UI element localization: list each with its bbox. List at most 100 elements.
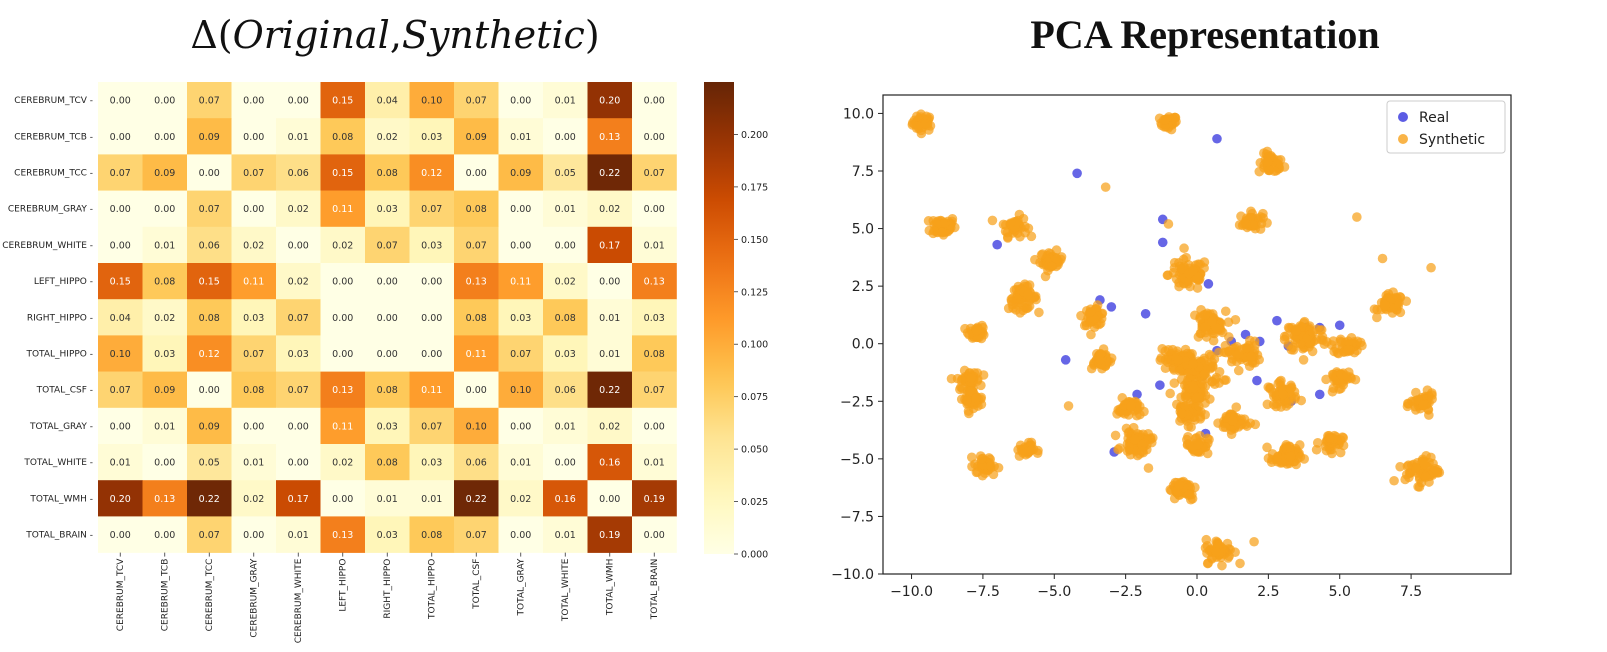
synthetic-point xyxy=(1273,155,1283,165)
heatmap-cell-value: 0.22 xyxy=(199,494,220,505)
colorbar-tick-label: 0.025 xyxy=(741,497,768,508)
heatmap-cell xyxy=(409,226,455,264)
heatmap-cell xyxy=(409,82,455,119)
synthetic-point xyxy=(1258,208,1268,219)
heatmap-cell xyxy=(365,516,410,553)
synthetic-point xyxy=(1160,115,1170,125)
heatmap-cell xyxy=(409,263,455,300)
heatmap-cell-value: 0.06 xyxy=(555,385,576,396)
real-point xyxy=(1072,168,1082,179)
synthetic-point xyxy=(1169,378,1180,388)
synthetic-point xyxy=(1254,166,1265,177)
synthetic-point xyxy=(1178,254,1189,265)
legend-marker xyxy=(1398,134,1408,144)
heatmap-cell-value: 0.00 xyxy=(510,204,531,215)
synthetic-point xyxy=(1173,355,1183,366)
heatmap-cell-value: 0.01 xyxy=(555,204,576,215)
heatmap-cell-value: 0.03 xyxy=(510,313,531,324)
heatmap-cell xyxy=(498,480,544,517)
heatmap-cell-value: 0.09 xyxy=(199,132,220,143)
heatmap-cell-value: 0.00 xyxy=(555,458,576,469)
heatmap-cell-value: 0.03 xyxy=(555,349,576,360)
synthetic-point xyxy=(985,461,996,471)
heatmap-cell xyxy=(632,407,677,445)
scatter-x-tick-label: 5.0 xyxy=(1329,584,1351,600)
heatmap-cell-value: 0.04 xyxy=(110,313,131,324)
heatmap-cell-value: 0.13 xyxy=(332,385,353,396)
synthetic-point xyxy=(1076,310,1086,321)
synthetic-point xyxy=(1233,365,1244,376)
heatmap-cell xyxy=(231,299,277,336)
heatmap-cell-value: 0.02 xyxy=(332,458,353,469)
synthetic-point xyxy=(1217,560,1227,571)
colorbar-tick-label: 0.100 xyxy=(741,340,768,351)
scatter-x-tick-label: 2.5 xyxy=(1257,584,1279,600)
heatmap-cell-value: 0.00 xyxy=(288,421,309,432)
colorbar-tick-label: 0.075 xyxy=(741,392,768,403)
heatmap-cell xyxy=(142,263,188,300)
synthetic-point xyxy=(1276,375,1286,386)
heatmap-cell xyxy=(142,118,188,155)
synthetic-point xyxy=(1350,374,1361,385)
heatmap-cell xyxy=(409,371,455,409)
synthetic-point xyxy=(1271,398,1282,409)
synthetic-point xyxy=(1268,387,1278,398)
heatmap-colorbar: 0.000 0.025 0.050 0.075 0.100 0.125 0.150 0.175… xyxy=(704,82,768,561)
real-point xyxy=(1212,133,1222,144)
heatmap-cell-value: 0.08 xyxy=(555,313,576,324)
heatmap-cell-value: 0.00 xyxy=(288,458,309,469)
real-point xyxy=(1334,320,1345,331)
heatmap-row-label: CEREBRUM_TCV - xyxy=(14,96,93,106)
synthetic-point xyxy=(911,111,922,122)
synthetic-point xyxy=(1183,490,1194,501)
scatter-y-tick-label: 10.0 xyxy=(843,106,874,122)
heatmap-cell-value: 0.02 xyxy=(510,494,531,505)
heatmap-cell-value: 0.00 xyxy=(644,132,665,143)
heatmap-cell-value: 0.05 xyxy=(555,168,576,179)
real-point xyxy=(1106,302,1117,312)
heatmap-cell xyxy=(231,82,277,119)
heatmap-title: Δ(Original,Synthetic) xyxy=(190,13,599,57)
scatter-points xyxy=(907,109,1445,571)
synthetic-point xyxy=(1295,452,1306,462)
heatmap-cell-value: 0.00 xyxy=(510,240,531,251)
synthetic-point xyxy=(1014,209,1025,220)
synthetic-point xyxy=(924,225,935,236)
heatmap-cell-value: 0.08 xyxy=(377,458,398,469)
heatmap-cell-value: 0.01 xyxy=(288,132,309,143)
scatter-x-tick-label: 7.5 xyxy=(1400,584,1422,600)
heatmap-cell xyxy=(276,263,321,300)
heatmap-cell-value: 0.07 xyxy=(243,349,264,360)
synthetic-point xyxy=(1026,444,1037,455)
heatmap-cell-value: 0.00 xyxy=(555,132,576,143)
heatmap-cell xyxy=(632,335,677,372)
heatmap-cell-value: 0.01 xyxy=(421,494,442,505)
synthetic-point xyxy=(1240,218,1251,229)
heatmap-cell-value: 0.13 xyxy=(466,277,487,288)
synthetic-point xyxy=(1291,459,1302,470)
heatmap-cell xyxy=(142,335,188,372)
heatmap-cell xyxy=(543,407,588,445)
heatmap-cell xyxy=(365,118,410,155)
synthetic-point xyxy=(1036,250,1047,260)
heatmap-cell-value: 0.07 xyxy=(510,349,531,360)
synthetic-point xyxy=(976,454,987,464)
heatmap-col-label: CEREBRUM_GRAY xyxy=(250,558,260,638)
synthetic-point xyxy=(1180,392,1191,402)
synthetic-point xyxy=(978,370,989,380)
synthetic-point xyxy=(946,373,957,384)
heatmap-cell-value: 0.01 xyxy=(288,530,309,541)
heatmap-cell xyxy=(365,263,410,300)
synthetic-point xyxy=(1100,182,1111,192)
heatmap-cell-value: 0.09 xyxy=(199,421,220,432)
heatmap-cell xyxy=(587,263,633,300)
heatmap-cell xyxy=(276,444,321,481)
heatmap-cell xyxy=(632,444,677,481)
heatmap-cell-value: 0.12 xyxy=(199,349,220,360)
synthetic-point xyxy=(1188,359,1198,369)
heatmap-cell-value: 0.00 xyxy=(243,530,264,541)
legend-label: Synthetic xyxy=(1419,132,1485,148)
heatmap-cell-value: 0.00 xyxy=(243,96,264,107)
heatmap-cell-value: 0.03 xyxy=(421,240,442,251)
heatmap-col-label: TOTAL_WMH xyxy=(606,559,616,616)
